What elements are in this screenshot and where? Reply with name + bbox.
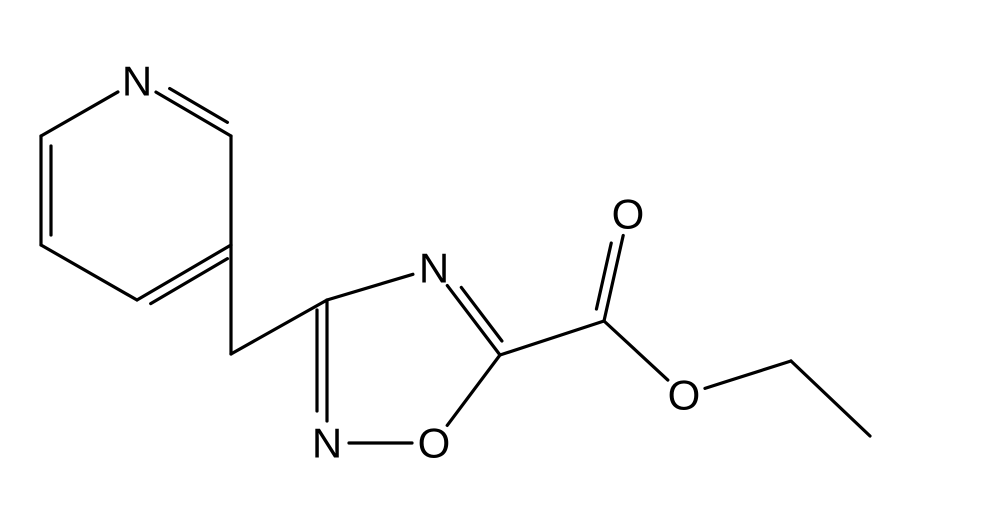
atom-label-n: N bbox=[312, 420, 342, 467]
atom-label-o: O bbox=[612, 191, 645, 238]
molecule-diagram: N N O N O O bbox=[0, 0, 1002, 516]
atom-label-n: N bbox=[122, 58, 152, 105]
atom-label-o: O bbox=[668, 372, 701, 419]
atom-label-o: O bbox=[418, 420, 451, 467]
atom-label-n: N bbox=[419, 245, 449, 292]
